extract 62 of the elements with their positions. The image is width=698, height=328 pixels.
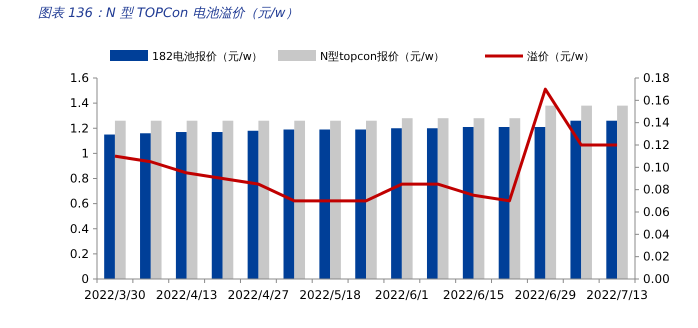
x-tick-label: 2022/6/1 (374, 288, 429, 302)
bar (509, 118, 520, 279)
y-tick-label: 0.6 (70, 196, 89, 211)
bar (222, 120, 234, 279)
bar (438, 118, 448, 279)
x-tick-label: 2022/5/18 (299, 288, 361, 302)
bar (606, 120, 618, 279)
bar (294, 120, 306, 279)
y-tick-label: 1.6 (70, 71, 89, 85)
bar (330, 120, 341, 279)
bar (176, 132, 187, 279)
bar (186, 120, 198, 279)
y-tick-label: 1 (81, 146, 89, 160)
bar (402, 118, 413, 279)
bar (284, 130, 294, 279)
line-series (113, 88, 619, 202)
bar (366, 120, 377, 279)
bar (140, 133, 151, 279)
y2-tick-label: 0.10 (643, 160, 670, 174)
bar (426, 128, 438, 279)
x-tick-label: 2022/4/27 (228, 288, 290, 302)
x-tick-label: 2022/6/15 (442, 288, 504, 302)
bar (498, 126, 510, 279)
y2-tick-label: 0.00 (643, 272, 670, 286)
bar (248, 130, 258, 279)
x-tick-label: 2022/3/30 (84, 288, 146, 302)
bar (391, 128, 402, 279)
y-tick-label: 1.2 (70, 121, 89, 136)
x-tick-label: 2022/6/29 (514, 288, 576, 302)
legend-label: 溢价（元/w） (527, 50, 595, 63)
y2-tick-label: 0.16 (643, 93, 670, 108)
y2-tick-label: 0.12 (643, 138, 670, 152)
y-tick-label: 0.2 (70, 246, 89, 261)
bar (114, 120, 126, 279)
bar (212, 132, 223, 279)
bar (534, 126, 546, 279)
y2-tick-label: 0.18 (643, 71, 670, 85)
y-tick-label: 0.4 (70, 222, 89, 236)
y2-tick-label: 0.14 (643, 116, 670, 130)
y2-tick-label: 0.08 (643, 182, 670, 197)
y2-tick-label: 0.04 (643, 227, 670, 242)
bar (319, 130, 330, 279)
bar (104, 134, 115, 279)
bar (617, 106, 628, 279)
bar (462, 126, 474, 279)
bar (150, 120, 162, 279)
legend-label: 182电池报价（元/w） (152, 50, 263, 63)
chart-title: 图表 136：N 型 TOPCon 电池溢价（元/w） (38, 6, 298, 21)
y2-tick-label: 0.02 (643, 250, 670, 264)
bar (545, 106, 556, 279)
bar (355, 130, 366, 279)
bar (570, 120, 582, 279)
y-tick-label: 0.8 (70, 172, 89, 186)
bar (474, 118, 484, 279)
y2-tick-label: 0.06 (643, 205, 670, 219)
bar (258, 120, 270, 279)
bar (581, 106, 592, 279)
y-tick-label: 1.4 (70, 96, 89, 110)
x-tick-label: 2022/7/13 (586, 288, 648, 302)
x-tick-label: 2022/4/13 (156, 288, 218, 302)
legend-label: N型topcon报价（元/w） (320, 50, 445, 63)
y-tick-label: 0 (81, 272, 89, 286)
